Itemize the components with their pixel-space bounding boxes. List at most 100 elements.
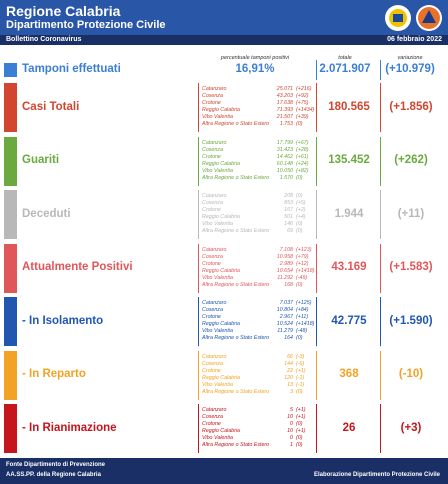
province-value: 10	[287, 414, 293, 420]
change: (+10.979)	[385, 63, 435, 75]
province-value: 17.799	[276, 139, 293, 146]
section-label: Attualmente Positivi	[22, 261, 133, 273]
province: Vibo Valentia	[202, 274, 233, 281]
footer-credit: Elaborazione Dipartimento Protezione Civ…	[313, 472, 440, 478]
province-value: 25.071	[276, 86, 293, 92]
total: 43.169	[331, 261, 367, 273]
color-bar	[4, 243, 17, 293]
province: Catanzaro	[202, 300, 227, 306]
province: Reggio Calabria	[202, 160, 240, 167]
change: (+1.583)	[389, 261, 433, 273]
province: Vibo Valentia	[202, 435, 233, 441]
province: Catanzaro	[202, 193, 227, 199]
province-change: (0)	[296, 193, 303, 199]
section-label: Guariti	[22, 154, 60, 166]
divider	[198, 243, 199, 293]
divider	[380, 297, 381, 346]
divider	[380, 350, 381, 400]
total: 42.775	[331, 314, 367, 327]
province-change: (0)	[296, 442, 303, 448]
province: Altra Regione o Stato Estero	[202, 174, 270, 181]
province-change: (+1418)	[296, 321, 315, 327]
province-value: 3	[290, 388, 293, 395]
divider	[198, 404, 199, 453]
province-change: (+75)	[296, 100, 309, 106]
province-value: 2.989	[279, 260, 293, 267]
divider	[316, 350, 317, 400]
province-value: 10	[287, 428, 293, 434]
province: Crotone	[202, 260, 221, 267]
province-change: (0)	[296, 121, 303, 127]
row-label: Tamponi effettuati	[22, 63, 121, 75]
province-change: (-6)	[296, 360, 305, 367]
province: Altra Regione o Stato Estero	[202, 281, 270, 288]
province-value: 168	[284, 281, 293, 288]
province-value: 10.958	[276, 253, 293, 260]
percent: 16,91%	[235, 63, 275, 75]
change: (+11)	[397, 207, 425, 220]
province-value: 10.654	[276, 267, 293, 274]
province-value: 5	[290, 407, 293, 413]
province-value: 853	[284, 200, 293, 206]
footer-source: Fonte Dipartimento di Prevenzione	[6, 462, 106, 468]
province: Catanzaro	[202, 246, 227, 253]
divider	[316, 404, 317, 453]
province: Cosenza	[202, 93, 223, 99]
province: Cosenza	[202, 253, 223, 260]
province-change: (+79)	[296, 253, 309, 260]
section-label: Deceduti	[22, 207, 71, 220]
change: (+1.590)	[389, 314, 433, 327]
province-change: (+39)	[296, 114, 309, 120]
province-change: (0)	[296, 281, 303, 288]
color-bar	[4, 83, 17, 132]
divider	[380, 136, 381, 186]
province-change: (-48)	[296, 328, 308, 334]
province-value: 120	[284, 374, 293, 381]
total: 2.071.907	[319, 63, 371, 75]
province-value: 167	[284, 207, 293, 213]
province-change: (+82)	[296, 167, 309, 174]
color-bar	[4, 350, 17, 400]
date: 06 febbraio 2022	[387, 36, 442, 43]
divider	[316, 297, 317, 346]
province-value: 69	[287, 228, 293, 234]
province: Catanzaro	[202, 353, 227, 360]
province-value: 71.393	[276, 107, 293, 113]
province-change: (+1)	[296, 407, 306, 413]
province-change: (-1)	[296, 381, 305, 388]
subheader-bar: Bollettino Coronavirus 06 febbraio 2022	[0, 35, 448, 45]
province: Catanzaro	[202, 139, 227, 146]
province: Cosenza	[202, 307, 223, 313]
province: Catanzaro	[202, 86, 227, 92]
color-bar	[4, 190, 17, 239]
province-value: 146	[284, 221, 293, 227]
divider	[380, 83, 381, 132]
province: Vibo Valentia	[202, 381, 233, 388]
divider	[316, 243, 317, 293]
province: Cosenza	[202, 414, 223, 420]
province: Crotone	[202, 207, 221, 213]
province-value: 43.203	[276, 93, 293, 99]
province: Reggio Calabria	[202, 214, 240, 220]
color-bar	[4, 63, 17, 77]
divider	[198, 297, 199, 346]
province-change: (-3)	[296, 353, 305, 360]
province-change: (+1418)	[296, 267, 315, 274]
province-value: 21.507	[276, 114, 293, 120]
footer-source: AA.SS.PP. della Regione Calabria	[6, 472, 101, 478]
province-change: (0)	[296, 221, 303, 227]
section-label: Casi Totali	[22, 100, 80, 113]
province-change: (+1434)	[296, 107, 315, 113]
divider	[380, 243, 381, 293]
province-change: (-1)	[296, 374, 305, 381]
divider	[198, 136, 199, 186]
province-value: 11.292	[277, 274, 293, 281]
province-value: 2.967	[279, 314, 293, 320]
province: Reggio Calabria	[202, 321, 240, 327]
total: 180.565	[328, 100, 370, 113]
province: Altra Regione o Stato Estero	[202, 121, 270, 127]
province: Crotone	[202, 314, 221, 320]
province-change: (+5)	[296, 200, 306, 206]
province: Catanzaro	[202, 407, 227, 413]
province-change: (+28)	[296, 146, 309, 153]
